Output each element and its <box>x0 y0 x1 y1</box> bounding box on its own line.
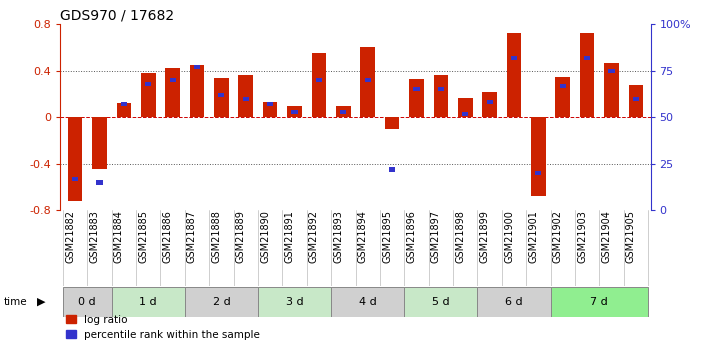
Bar <box>263 102 277 117</box>
Bar <box>214 78 229 117</box>
Bar <box>477 287 550 317</box>
Text: 2 d: 2 d <box>213 297 230 307</box>
Bar <box>336 106 351 117</box>
Bar <box>486 100 493 105</box>
Bar <box>511 56 517 60</box>
Text: time: time <box>4 297 27 307</box>
Bar <box>341 110 346 114</box>
Text: 0 d: 0 d <box>78 297 96 307</box>
Text: GSM21882: GSM21882 <box>65 210 75 264</box>
Bar <box>190 65 204 117</box>
Text: GSM21892: GSM21892 <box>309 210 319 264</box>
Text: GSM21889: GSM21889 <box>236 210 246 263</box>
Bar <box>458 98 473 117</box>
Text: GSM21890: GSM21890 <box>260 210 270 263</box>
Text: GSM21900: GSM21900 <box>504 210 514 263</box>
Bar <box>555 77 570 117</box>
Text: 5 d: 5 d <box>432 297 449 307</box>
Bar <box>97 180 102 185</box>
Bar <box>360 47 375 117</box>
Bar <box>185 287 258 317</box>
Text: GSM21902: GSM21902 <box>552 210 563 264</box>
Bar <box>331 287 405 317</box>
Text: GSM21895: GSM21895 <box>382 210 392 264</box>
Bar <box>117 104 131 117</box>
Text: GSM21897: GSM21897 <box>431 210 441 264</box>
Bar <box>365 78 370 82</box>
Bar <box>72 177 78 181</box>
Text: GSM21905: GSM21905 <box>626 210 636 264</box>
Bar <box>287 106 302 117</box>
Bar <box>194 65 200 69</box>
Bar <box>438 87 444 91</box>
Bar <box>385 117 400 129</box>
Bar <box>267 102 273 106</box>
Text: GSM21887: GSM21887 <box>187 210 197 264</box>
Bar <box>145 82 151 86</box>
Bar <box>580 33 594 117</box>
Legend: log ratio, percentile rank within the sample: log ratio, percentile rank within the sa… <box>65 315 260 340</box>
Bar <box>604 62 619 117</box>
Bar <box>560 83 566 88</box>
Bar <box>112 287 185 317</box>
Text: 1 d: 1 d <box>139 297 157 307</box>
Bar <box>405 287 477 317</box>
Text: GSM21893: GSM21893 <box>333 210 343 263</box>
Bar <box>550 287 648 317</box>
Bar <box>434 75 448 117</box>
Bar <box>413 87 419 91</box>
Bar <box>68 117 82 201</box>
Bar <box>165 68 180 117</box>
Bar <box>535 171 542 175</box>
Text: GSM21894: GSM21894 <box>358 210 368 263</box>
Bar <box>629 85 643 117</box>
Bar <box>409 79 424 117</box>
Bar <box>238 75 253 117</box>
Bar <box>633 97 639 101</box>
Text: ▶: ▶ <box>37 297 46 307</box>
Bar <box>63 287 112 317</box>
Bar <box>462 111 469 116</box>
Bar <box>316 78 322 82</box>
Text: GSM21884: GSM21884 <box>114 210 124 263</box>
Text: GDS970 / 17682: GDS970 / 17682 <box>60 9 175 23</box>
Bar <box>121 102 127 106</box>
Text: GSM21886: GSM21886 <box>163 210 173 263</box>
Bar <box>311 53 326 117</box>
Text: GSM21891: GSM21891 <box>284 210 294 263</box>
Bar <box>169 78 176 82</box>
Bar <box>258 287 331 317</box>
Text: 4 d: 4 d <box>359 297 377 307</box>
Text: 7 d: 7 d <box>590 297 608 307</box>
Bar <box>92 117 107 168</box>
Bar <box>609 69 614 73</box>
Text: GSM21898: GSM21898 <box>455 210 465 263</box>
Bar <box>389 167 395 171</box>
Text: 6 d: 6 d <box>506 297 523 307</box>
Bar <box>531 117 546 196</box>
Bar <box>482 92 497 117</box>
Bar <box>507 33 521 117</box>
Text: GSM21901: GSM21901 <box>528 210 538 263</box>
Bar <box>242 97 249 101</box>
Text: GSM21903: GSM21903 <box>577 210 587 263</box>
Text: GSM21888: GSM21888 <box>211 210 221 263</box>
Text: GSM21896: GSM21896 <box>407 210 417 263</box>
Bar <box>218 93 225 97</box>
Text: GSM21899: GSM21899 <box>480 210 490 263</box>
Text: 3 d: 3 d <box>286 297 304 307</box>
Text: GSM21904: GSM21904 <box>602 210 611 263</box>
Bar <box>584 56 590 60</box>
Text: GSM21883: GSM21883 <box>90 210 100 263</box>
Bar <box>292 110 298 114</box>
Bar <box>141 73 156 117</box>
Text: GSM21885: GSM21885 <box>138 210 148 264</box>
